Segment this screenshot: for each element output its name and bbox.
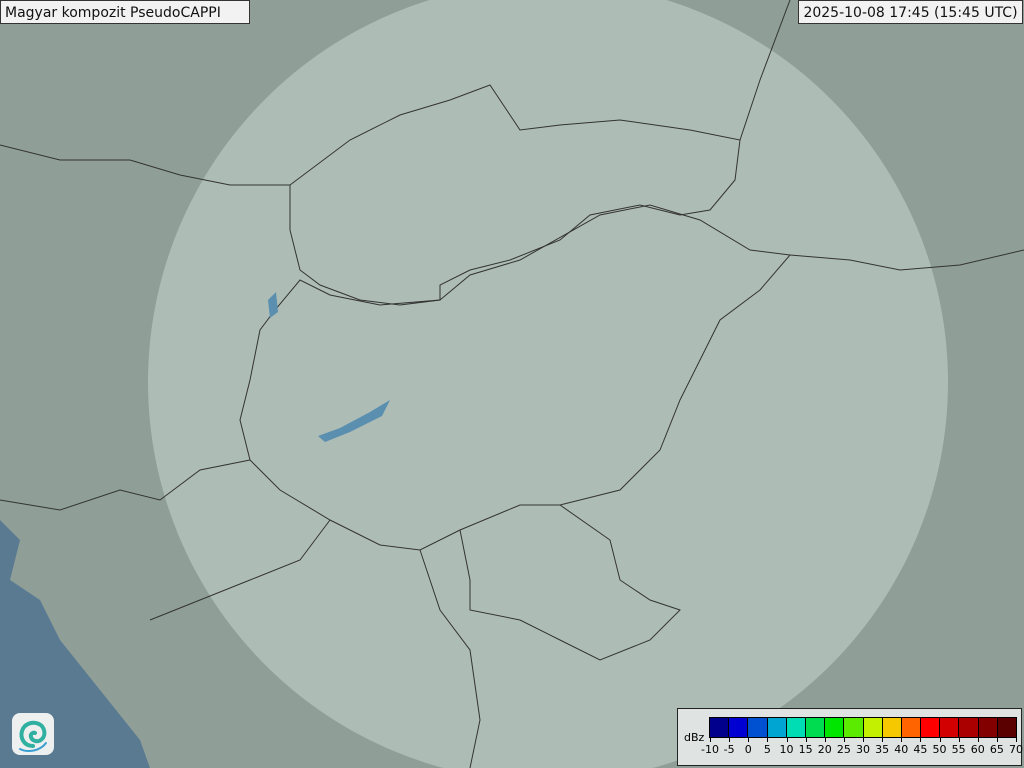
- legend-swatch: [997, 718, 1016, 737]
- legend-tick: [748, 737, 750, 742]
- legend-tick: [843, 737, 845, 742]
- legend-tick-label: 0: [744, 743, 752, 756]
- legend-tick-label: 35: [875, 743, 890, 756]
- lake-neusiedl: [268, 292, 278, 318]
- legend-swatch: [710, 718, 730, 737]
- product-title: Magyar kompozit PseudoCAPPI: [0, 0, 250, 24]
- legend-tick-label: 65: [989, 743, 1004, 756]
- legend-tick: [920, 737, 922, 742]
- legend-swatch: [863, 718, 883, 737]
- radar-coverage-area: [148, 0, 948, 768]
- legend-swatch: [825, 718, 845, 737]
- legend-tick-label: 30: [856, 743, 870, 756]
- legend-tick-label: 20: [817, 743, 832, 756]
- legend-tick: [901, 737, 903, 742]
- legend-tick: [939, 737, 941, 742]
- dbz-color-legend: dBz -10 -5 0 5 10 15 20 25 30 35 40 45 50 55 60 65 70: [677, 708, 1023, 766]
- legend-tick-label: 15: [798, 743, 813, 756]
- legend-tick-label: 40: [894, 743, 909, 756]
- legend-swatch: [729, 718, 749, 737]
- legend-tick-label: 70: [1009, 743, 1023, 756]
- legend-tick: [977, 737, 979, 742]
- legend-swatch: [844, 718, 864, 737]
- legend-tick: [1016, 737, 1017, 742]
- legend-tick: [729, 737, 731, 742]
- swirl-logo-icon: [12, 713, 54, 755]
- legend-swatch: [901, 718, 922, 737]
- legend-swatch: [978, 718, 998, 737]
- legend-color-bar: [709, 717, 1017, 738]
- legend-tick-label: 10: [779, 743, 794, 756]
- legend-tick-label: 60: [970, 743, 985, 756]
- legend-swatch: [767, 718, 787, 737]
- lake-balaton: [318, 400, 390, 442]
- timestamp: 2025-10-08 17:45 (15:45 UTC): [798, 0, 1023, 24]
- legend-tick-label: -5: [723, 743, 735, 756]
- adriatic-sea: [0, 520, 150, 768]
- legend-tick-label: 55: [951, 743, 966, 756]
- legend-tick: [882, 737, 884, 742]
- legend-swatch: [921, 718, 941, 737]
- legend-tick: [786, 737, 788, 742]
- legend-tick-label: 25: [836, 743, 851, 756]
- legend-swatch: [882, 718, 902, 737]
- legend-unit: dBz: [684, 731, 705, 744]
- legend-tick: [824, 737, 826, 742]
- legend-tick: [767, 737, 769, 742]
- legend-swatch: [748, 718, 768, 737]
- legend-tick: [958, 737, 960, 742]
- legend-tick-label: 50: [932, 743, 947, 756]
- legend-swatch: [959, 718, 979, 737]
- legend-tick-label: -10: [701, 743, 719, 756]
- legend-swatch: [805, 718, 826, 737]
- legend-tick: [996, 737, 998, 742]
- legend-tick: [805, 737, 807, 742]
- legend-tick: [863, 737, 864, 742]
- legend-tick-label: 5: [763, 743, 771, 756]
- legend-tick-label: 45: [913, 743, 928, 756]
- legend-tick: [710, 737, 711, 742]
- legend-swatch: [940, 718, 960, 737]
- legend-swatch: [786, 718, 806, 737]
